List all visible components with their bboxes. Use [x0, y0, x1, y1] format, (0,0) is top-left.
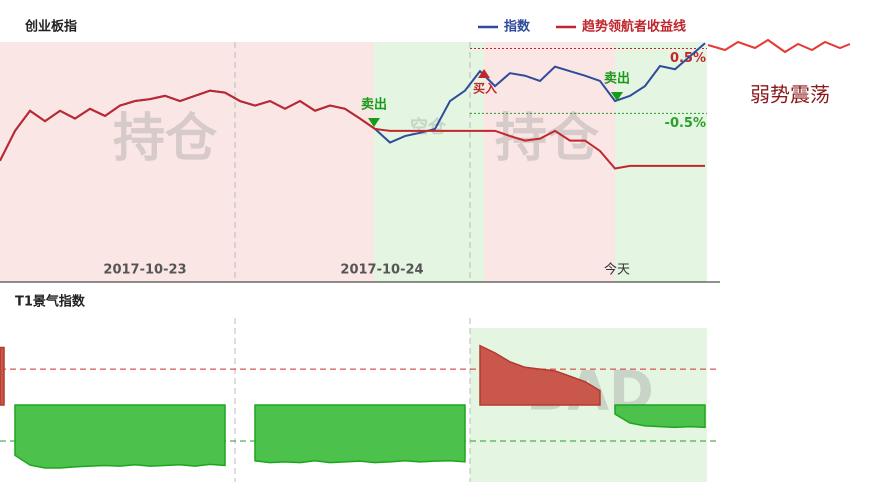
sell-marker: [368, 118, 380, 127]
series-line: [0, 89, 705, 170]
chart-title: 创业板指: [24, 19, 77, 35]
empty-region: [615, 42, 707, 282]
legend-label: 趋势领航者收益线: [582, 19, 686, 35]
area: [254, 404, 466, 464]
sell-marker: [611, 92, 623, 101]
legend-label: 指数: [504, 19, 531, 35]
annotation: 弱势震荡: [750, 83, 830, 107]
signal-label: 卖出: [361, 97, 387, 113]
area: [0, 346, 5, 406]
signal-label: 买入: [473, 82, 497, 96]
reference-label: -0.5%: [665, 116, 706, 131]
chart-title: T1景气指数: [15, 294, 86, 310]
empty-region: [374, 42, 484, 282]
area: [614, 404, 706, 429]
day-label: 今天: [604, 262, 630, 278]
signal-label: 卖出: [604, 71, 630, 87]
position-label: 持仓: [113, 109, 218, 169]
day-label: 2017-10-24: [340, 263, 423, 278]
hold-region: [484, 42, 615, 282]
hold-region: [0, 42, 374, 282]
buy-marker: [478, 69, 490, 78]
area: [479, 344, 601, 406]
area: [14, 404, 226, 469]
trend-arrows: [707, 38, 851, 54]
day-label: 2017-10-23: [103, 263, 186, 278]
position-label: 持仓: [495, 109, 600, 169]
